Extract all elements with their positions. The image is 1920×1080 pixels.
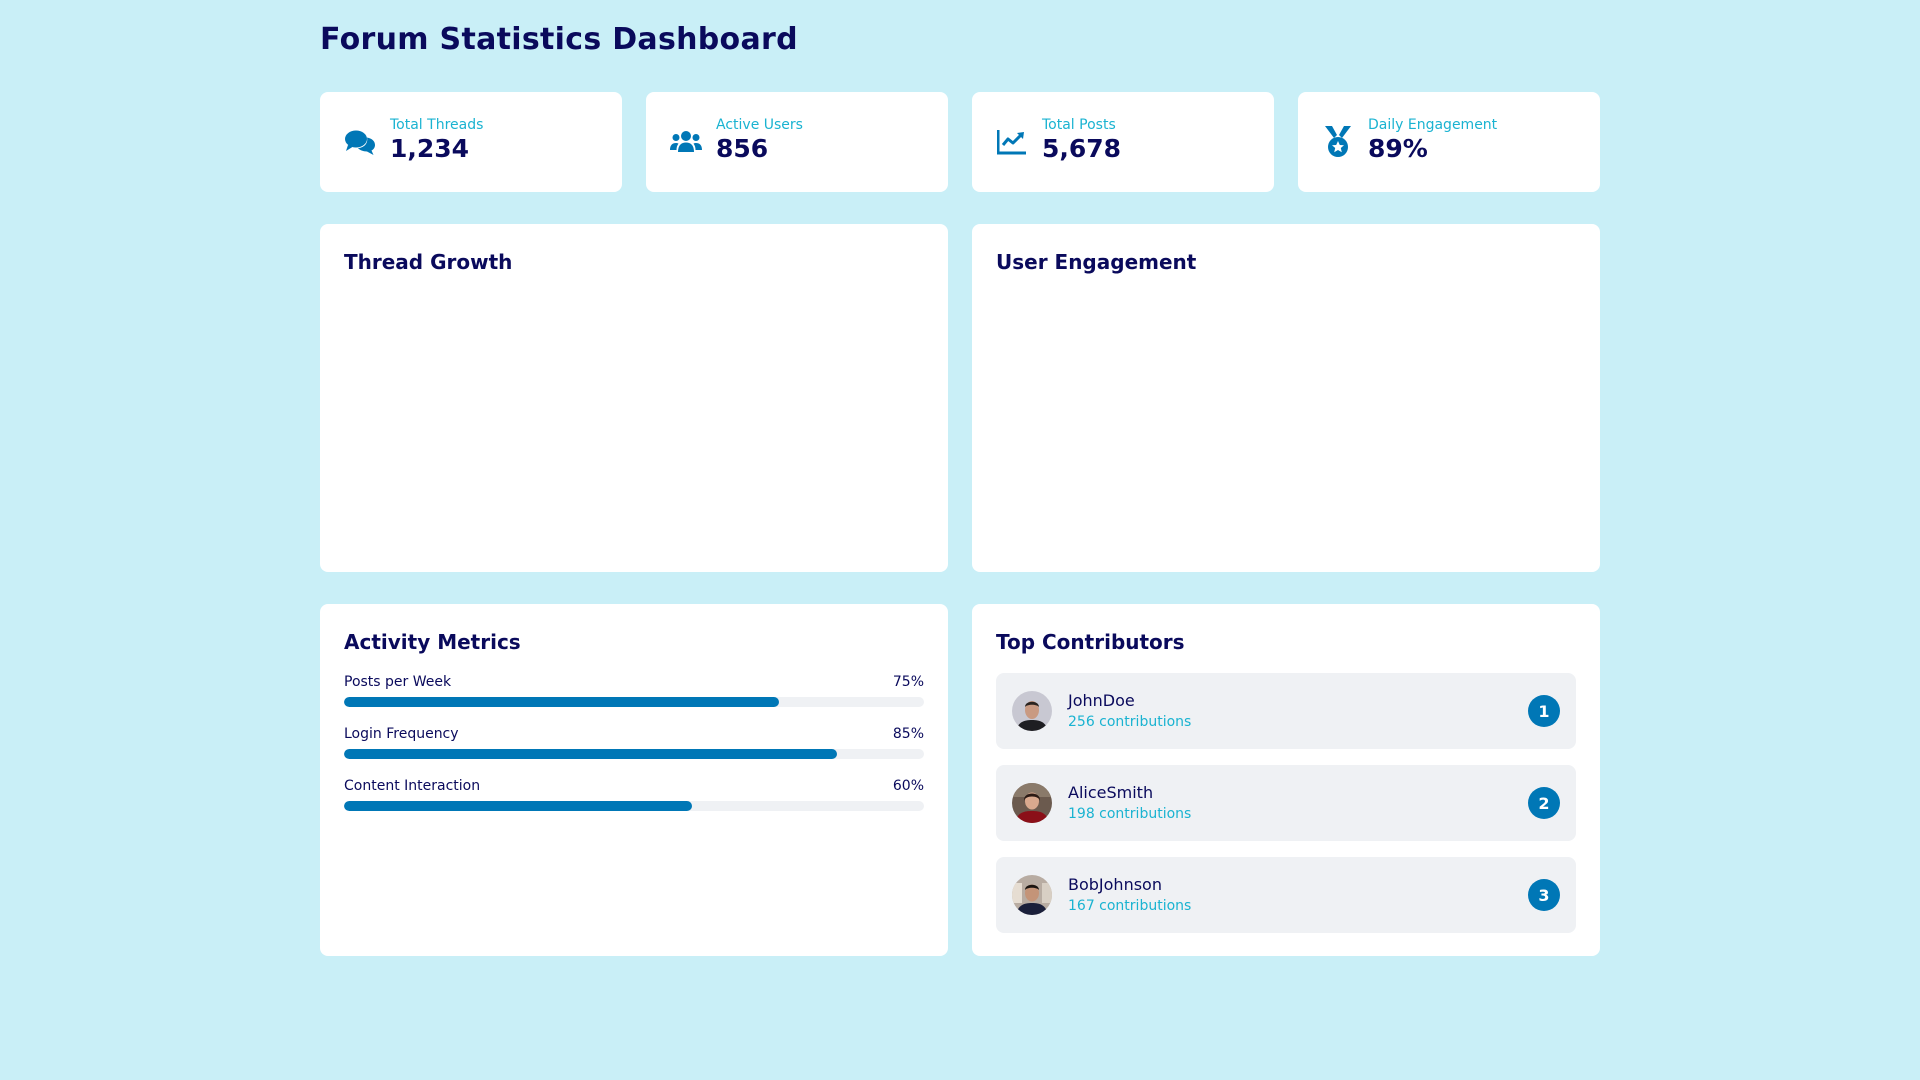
metrics-list: Posts per Week 75% Login Frequency 85% bbox=[344, 673, 924, 811]
stat-label: Total Threads bbox=[390, 117, 484, 133]
medal-icon bbox=[1322, 126, 1354, 158]
contributors-list: JohnDoe 256 contributions 1 bbox=[996, 673, 1576, 933]
bottom-row: Activity Metrics Posts per Week 75% Logi… bbox=[320, 604, 1600, 956]
progress-track bbox=[344, 697, 924, 707]
stat-label: Total Posts bbox=[1042, 117, 1116, 133]
progress-fill bbox=[344, 697, 779, 707]
contributor-name: BobJohnson bbox=[1068, 875, 1162, 894]
contributor-item[interactable]: JohnDoe 256 contributions 1 bbox=[996, 673, 1576, 749]
stats-row: Total Threads 1,234 Active Users 856 bbox=[320, 92, 1600, 192]
stat-card-total-posts: Total Posts 5,678 bbox=[972, 92, 1274, 192]
stat-label: Active Users bbox=[716, 117, 803, 133]
user-engagement-chart bbox=[996, 285, 1576, 555]
stat-value: 89% bbox=[1368, 134, 1428, 163]
thread-growth-chart bbox=[344, 285, 924, 555]
progress-track bbox=[344, 801, 924, 811]
thread-growth-panel: Thread Growth bbox=[320, 224, 948, 572]
progress-track bbox=[344, 749, 924, 759]
metric-value: 85% bbox=[892, 726, 924, 742]
avatar bbox=[1012, 691, 1052, 731]
metric-label: Posts per Week bbox=[344, 674, 452, 690]
metric-label: Content Interaction bbox=[344, 778, 481, 794]
user-engagement-panel: User Engagement bbox=[972, 224, 1600, 572]
panel-title: Activity Metrics bbox=[344, 630, 521, 654]
stat-value: 5,678 bbox=[1042, 134, 1122, 163]
progress-fill bbox=[344, 801, 692, 811]
charts-row: Thread Growth User Engagement bbox=[320, 224, 1600, 572]
panel-title: Thread Growth bbox=[344, 250, 513, 274]
top-contributors-panel: Top Contributors JohnDoe 256 contributio… bbox=[972, 604, 1600, 956]
comments-icon bbox=[344, 126, 376, 158]
stat-value: 1,234 bbox=[390, 134, 470, 163]
contributor-count: 167 contributions bbox=[1068, 898, 1192, 914]
contributor-count: 256 contributions bbox=[1068, 714, 1192, 730]
panel-title: Top Contributors bbox=[996, 630, 1185, 654]
contributor-count: 198 contributions bbox=[1068, 806, 1192, 822]
page-title: Forum Statistics Dashboard bbox=[320, 22, 798, 57]
users-icon bbox=[670, 126, 702, 158]
avatar bbox=[1012, 783, 1052, 823]
rank-badge: 3 bbox=[1528, 879, 1560, 911]
contributor-name: JohnDoe bbox=[1068, 691, 1135, 710]
avatar bbox=[1012, 875, 1052, 915]
stat-card-daily-engagement: Daily Engagement 89% bbox=[1298, 92, 1600, 192]
stat-card-total-threads: Total Threads 1,234 bbox=[320, 92, 622, 192]
activity-metrics-panel: Activity Metrics Posts per Week 75% Logi… bbox=[320, 604, 948, 956]
contributor-item[interactable]: AliceSmith 198 contributions 2 bbox=[996, 765, 1576, 841]
stat-value: 856 bbox=[716, 134, 769, 163]
metric-label: Login Frequency bbox=[344, 726, 459, 742]
stat-card-active-users: Active Users 856 bbox=[646, 92, 948, 192]
contributor-name: AliceSmith bbox=[1068, 783, 1154, 802]
metric-value: 60% bbox=[892, 778, 924, 794]
contributor-item[interactable]: BobJohnson 167 contributions 3 bbox=[996, 857, 1576, 933]
metric-value: 75% bbox=[892, 674, 924, 690]
rank-badge: 2 bbox=[1528, 787, 1560, 819]
stat-label: Daily Engagement bbox=[1368, 117, 1498, 133]
rank-badge: 1 bbox=[1528, 695, 1560, 727]
metric-posts-per-week: Posts per Week 75% bbox=[344, 673, 924, 707]
metric-content-interaction: Content Interaction 60% bbox=[344, 777, 924, 811]
panel-title: User Engagement bbox=[996, 250, 1197, 274]
chart-line-icon bbox=[996, 126, 1028, 158]
progress-fill bbox=[344, 749, 837, 759]
metric-login-frequency: Login Frequency 85% bbox=[344, 725, 924, 759]
